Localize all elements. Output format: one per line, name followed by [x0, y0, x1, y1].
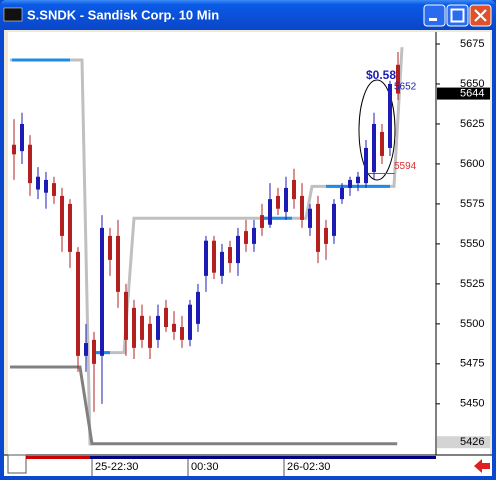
candle-body [148, 323, 152, 348]
candle-body [348, 179, 352, 188]
candle-body [92, 339, 96, 364]
candle-body [12, 144, 16, 155]
high-level-label: 5652 [394, 81, 417, 92]
candle-body [300, 195, 304, 220]
candle-body [68, 203, 72, 252]
candle-body [228, 247, 232, 264]
candle-body [20, 123, 24, 152]
price-marker-label: 5426 [460, 436, 484, 448]
close-button[interactable] [469, 4, 492, 27]
candle-body [28, 144, 32, 184]
y-tick-label: 5575 [460, 198, 484, 210]
session-bar [26, 456, 90, 459]
candle-body [268, 199, 272, 225]
stop-line [92, 47, 404, 355]
annotation: $0.58 [366, 68, 396, 82]
y-tick-label: 5475 [460, 358, 484, 370]
candle-body [116, 235, 120, 292]
candle-body [252, 227, 256, 244]
candle-body [372, 123, 376, 172]
title-bar [0, 0, 496, 30]
candle-body [332, 203, 336, 236]
price-marker [437, 87, 490, 100]
minimize-button[interactable] [423, 4, 446, 27]
x-tick-label: 26-02:30 [287, 461, 330, 473]
y-tick-label: 5500 [460, 318, 484, 330]
candle-body [380, 131, 384, 156]
price-axis [436, 32, 490, 455]
candle-body [108, 235, 112, 260]
y-tick-label: 5550 [460, 238, 484, 250]
candle-body [364, 147, 368, 184]
candle-body [260, 215, 264, 228]
candle-body [220, 251, 224, 276]
y-tick-label: 5625 [460, 118, 484, 130]
candle-body [236, 235, 240, 264]
x-tick-label: 25-22:30 [95, 461, 138, 473]
x-tick-label: 00:30 [191, 461, 219, 473]
candle-body [124, 291, 128, 340]
candle-body [100, 227, 104, 356]
candle-body [140, 315, 144, 340]
candle-body [60, 195, 64, 236]
candle-body [180, 327, 184, 340]
candle-body [396, 64, 400, 94]
plot-area [8, 32, 436, 455]
candle-body [292, 179, 296, 200]
y-tick-label: 5650 [460, 78, 484, 90]
candle-body [388, 83, 392, 148]
maximize-button[interactable] [446, 4, 469, 27]
candle-body [44, 179, 48, 193]
candle-body [52, 183, 56, 196]
window-title: S.SNDK - Sandisk Corp. 10 Min [27, 7, 219, 22]
time-axis [4, 455, 492, 476]
candle-body [276, 195, 280, 209]
candle-body [204, 240, 208, 276]
candle-body [244, 231, 248, 244]
scroll-arrow[interactable] [474, 459, 490, 473]
candle-body [340, 187, 344, 200]
candle-body [284, 187, 288, 212]
candle-body [196, 291, 200, 324]
stop-line [10, 365, 398, 446]
candle-body [172, 323, 176, 332]
y-tick-label: 5675 [460, 38, 484, 50]
candle-body [356, 176, 360, 184]
annotation-ellipse [358, 79, 396, 181]
candle-body [316, 203, 320, 252]
price-marker [437, 436, 490, 449]
candle-body [156, 315, 160, 340]
corner-box[interactable] [7, 454, 27, 474]
candle-body [36, 176, 40, 190]
y-tick-label: 5525 [460, 278, 484, 290]
candle-body [308, 208, 312, 228]
candle-body [324, 227, 328, 244]
candle-body [212, 240, 216, 273]
candle-body [84, 343, 88, 356]
candle-body [132, 307, 136, 348]
y-tick-label: 5600 [460, 158, 484, 170]
candle-body [188, 304, 192, 340]
candle-body [164, 307, 168, 328]
y-tick-label: 5450 [460, 398, 484, 410]
red-level-label: 5594 [394, 161, 417, 172]
app-icon [3, 7, 23, 22]
session-bar [90, 456, 436, 459]
price-marker-label: 5644 [460, 87, 484, 99]
candle-body [76, 251, 80, 356]
